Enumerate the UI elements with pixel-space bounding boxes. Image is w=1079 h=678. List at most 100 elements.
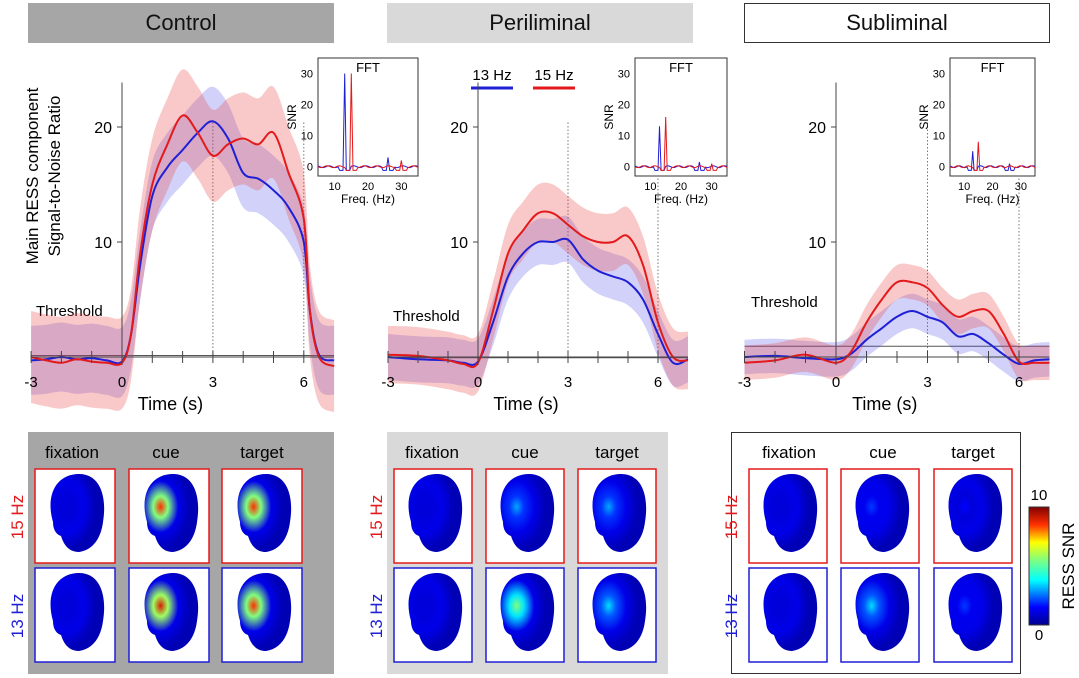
head-topography <box>592 573 647 651</box>
x-tick-label: -3 <box>24 374 37 391</box>
threshold-label: Threshold <box>393 308 460 325</box>
head-topography <box>408 573 463 651</box>
topo-map <box>485 567 565 663</box>
topo-map <box>393 468 473 564</box>
inset-y-tick-label: 10 <box>618 131 630 143</box>
inset-x-title: Freq. (Hz) <box>341 192 395 206</box>
topo-map <box>34 567 116 663</box>
x-tick-label: 3 <box>923 374 931 391</box>
y-tick-label: 10 <box>808 235 826 252</box>
head-topography <box>408 474 463 552</box>
topo-grid-periliminal: fixation cue target 15 Hz 13 Hz <box>367 443 657 663</box>
ci-band-15hz <box>31 69 335 413</box>
inset-trace-15hz <box>317 73 419 171</box>
topo-map <box>933 567 1013 663</box>
x-axis-title: Time (s) <box>493 394 558 414</box>
head-topography <box>144 474 199 552</box>
colorbar: 10 0 RESS SNR <box>1028 487 1078 644</box>
topo-map <box>221 567 303 663</box>
inset-x-tick-label: 30 <box>1015 181 1027 193</box>
inset-x-tick-label: 30 <box>706 181 718 193</box>
inset-title: FFT <box>981 60 1005 75</box>
inset-y-title: SNR <box>917 104 931 130</box>
series-line-13hz <box>31 120 335 365</box>
topo-row-label: 13 Hz <box>367 594 386 638</box>
ci-band-15hz <box>744 263 1050 382</box>
inset-x-title: Freq. (Hz) <box>966 192 1020 206</box>
inset-x-tick-label: 30 <box>395 181 407 193</box>
inset-y-tick-label: 30 <box>301 69 313 81</box>
topo-map <box>34 468 116 564</box>
header-control: Control <box>28 3 334 43</box>
head-topography <box>237 474 292 552</box>
topo-col-label: target <box>951 443 995 462</box>
topo-map <box>577 567 657 663</box>
inset-frame <box>949 57 1036 177</box>
series-line-15hz <box>744 279 1050 366</box>
topo-map <box>393 567 473 663</box>
inset-y-tick-label: 0 <box>307 162 313 174</box>
chart-subliminal: Threshold -3 0 3 6 10 20 Time (s) FFT 0 10 20 30 10 20… <box>738 57 1050 414</box>
legend-15hz-label: 15 Hz <box>534 67 573 84</box>
x-tick-label: -3 <box>738 374 751 391</box>
topo-map <box>577 468 657 564</box>
colorbar-min-label: 0 <box>1035 627 1043 644</box>
x-tick-label: 6 <box>654 374 662 391</box>
topo-col-label: fixation <box>762 443 816 462</box>
topo-grid-subliminal: fixation cue target 15 Hz 13 Hz <box>722 443 1013 663</box>
inset-y-tick-label: 20 <box>618 100 630 112</box>
y-axis-label-line2: Signal-to-Noise Ratio <box>45 96 64 257</box>
inset-x-tick-label: 10 <box>958 181 970 193</box>
inset-x-tick-label: 10 <box>329 181 341 193</box>
chart-control: Threshold -3 0 3 6 10 20 Time (s) FFT 0 10 20 30 10 20… <box>24 57 419 414</box>
inset-x-tick-label: 20 <box>986 181 998 193</box>
head-topography <box>948 573 1003 651</box>
x-axis-title: Time (s) <box>138 394 203 414</box>
y-axis-label-line1: Main RESS component <box>23 87 42 264</box>
y-tick-label: 20 <box>94 120 112 137</box>
head-topography <box>500 474 555 552</box>
y-tick-label: 20 <box>808 120 826 137</box>
inset-y-title: SNR <box>285 104 299 130</box>
topo-col-label: cue <box>152 443 179 462</box>
chart-periliminal: Threshold -3 0 3 6 10 20 Time (s) FFT 0 10 20 30 10 20… <box>381 57 728 414</box>
inset-x-tick-label: 10 <box>644 181 656 193</box>
head-topography <box>592 474 647 552</box>
inset-trace-15hz <box>949 141 1036 171</box>
inset-y-tick-label: 20 <box>301 100 313 112</box>
head-topography <box>50 573 105 651</box>
x-tick-label: 0 <box>118 374 126 391</box>
inset-title: FFT <box>356 60 380 75</box>
threshold-label: Threshold <box>751 294 818 311</box>
inset-x-title: Freq. (Hz) <box>654 192 708 206</box>
ci-band-13hz <box>388 215 688 388</box>
series-line-13hz <box>387 237 689 366</box>
inset-frame <box>634 57 728 177</box>
topo-row-label: 13 Hz <box>722 594 741 638</box>
topo-map <box>933 468 1013 564</box>
head-topography <box>855 474 910 552</box>
series-line-13hz <box>744 309 1050 366</box>
topo-map <box>748 468 828 564</box>
inset-frame <box>317 57 419 177</box>
series-line-15hz <box>387 210 689 369</box>
head-topography <box>855 573 910 651</box>
ci-band-15hz <box>388 182 688 396</box>
x-tick-label: 3 <box>564 374 572 391</box>
legend: 13 Hz 15 Hz <box>471 67 575 90</box>
x-tick-label: 3 <box>209 374 217 391</box>
header-periliminal: Periliminal <box>387 3 693 43</box>
topo-col-label: target <box>240 443 284 462</box>
topo-row-label: 15 Hz <box>367 495 386 539</box>
topo-col-label: target <box>595 443 639 462</box>
topo-map <box>485 468 565 564</box>
x-tick-label: 6 <box>1015 374 1023 391</box>
x-tick-label: -3 <box>381 374 394 391</box>
x-tick-label: 0 <box>832 374 840 391</box>
topo-col-label: cue <box>511 443 538 462</box>
series-line-15hz <box>30 114 335 368</box>
